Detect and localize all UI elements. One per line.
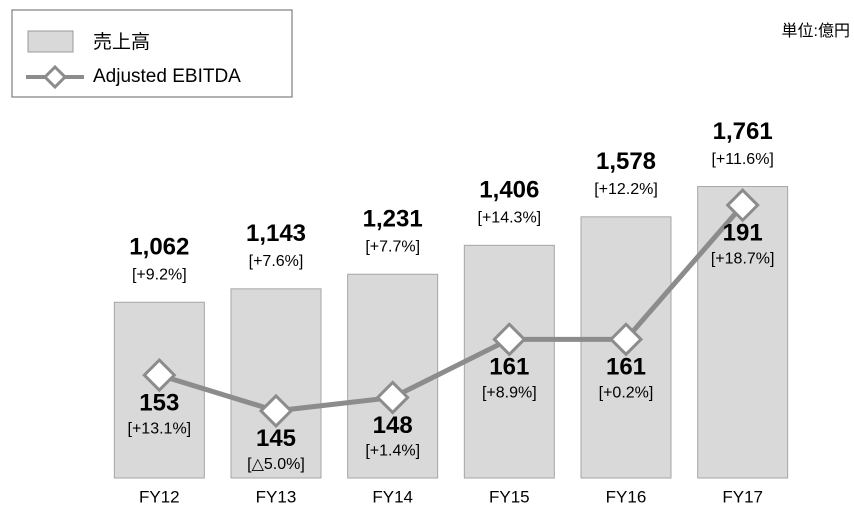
bar-value-label: 1,761 <box>713 118 773 145</box>
line-value-label: 145 <box>256 425 296 452</box>
line-marker <box>258 393 294 429</box>
unit-label: 単位:億円 <box>782 22 850 40</box>
bar-growth-label: [+7.7%] <box>365 238 420 255</box>
line-growth-label: [+13.1%] <box>128 420 192 437</box>
line <box>158 203 745 414</box>
line-marker <box>375 380 410 415</box>
bar <box>230 288 322 479</box>
bar-growth-label: [+7.6%] <box>249 253 304 270</box>
legend-label: 売上高 <box>93 31 150 53</box>
x-tick-label: FY16 <box>606 487 647 506</box>
bar <box>697 186 789 479</box>
x-tick-label: FY12 <box>139 487 180 506</box>
line-growth-label: [△5.0%] <box>247 456 305 473</box>
line-growth-label: [+1.4%] <box>365 443 420 460</box>
x-tick-label: FY15 <box>489 487 530 506</box>
bar <box>347 273 439 479</box>
bar-value-label: 1,143 <box>246 220 306 247</box>
bar-growth-label: [+11.6%] <box>711 151 773 168</box>
legend-swatch <box>27 30 74 53</box>
bar-value-label: 1,062 <box>129 234 189 261</box>
bar-growth-label: [+9.2%] <box>132 266 187 283</box>
bar <box>463 244 555 479</box>
line-value-label: 161 <box>606 354 646 381</box>
line-marker <box>492 322 527 357</box>
line-growth-label: [+8.9%] <box>482 385 537 402</box>
line-marker <box>725 188 760 223</box>
x-tick-label: FY14 <box>372 487 413 506</box>
bar-growth-label: [+14.3%] <box>478 210 542 227</box>
legend-marker <box>42 64 68 90</box>
x-tick-label: FY17 <box>722 487 763 506</box>
bar-value-label: 1,406 <box>479 177 539 204</box>
bar-value-label: 1,231 <box>363 206 423 233</box>
line-value-label: 161 <box>489 354 529 381</box>
bar-growth-label: [+12.2%] <box>594 181 658 198</box>
x-tick-label: FY13 <box>256 487 297 506</box>
line-value-label: 148 <box>373 412 413 439</box>
legend-label: Adjusted EBITDA <box>93 66 241 87</box>
line-value-label: 191 <box>723 219 763 246</box>
line-growth-label: [+18.7%] <box>711 250 775 267</box>
bar-value-label: 1,578 <box>596 148 656 175</box>
line-marker <box>142 358 177 393</box>
line-growth-label: [+0.2%] <box>599 385 654 402</box>
line-marker <box>608 322 644 357</box>
line-value-label: 153 <box>139 389 179 416</box>
